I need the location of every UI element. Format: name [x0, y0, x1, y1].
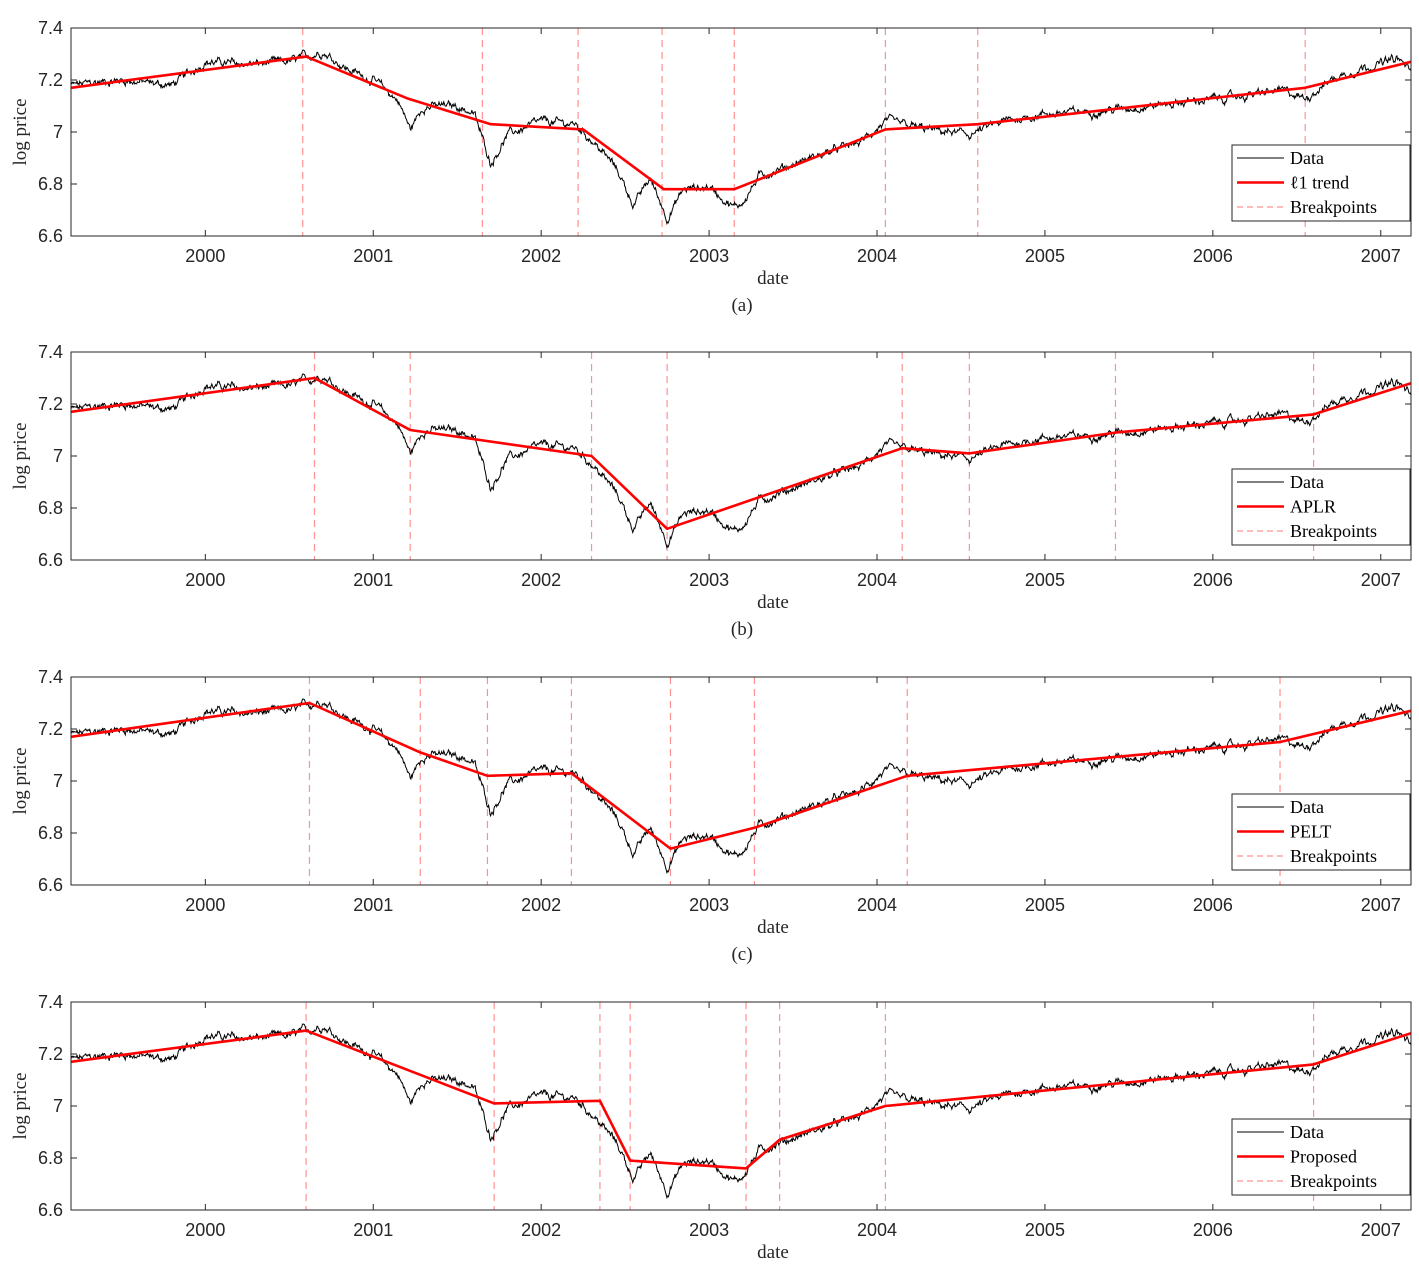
y-tick-label: 7.2: [38, 1044, 63, 1064]
x-tick-label: 2004: [857, 895, 897, 915]
y-tick-label: 7.2: [38, 719, 63, 739]
x-axis-label: date: [757, 1242, 789, 1263]
panel-caption: (c): [731, 944, 752, 965]
chart-panel-2: 2000 2001 2002 2003 2004 2005 2006 2007 6.6 6.8 7 7…: [10, 342, 1412, 640]
y-tick-label: 7: [53, 122, 63, 142]
legend: Data PELT Breakpoints: [1231, 793, 1411, 871]
legend-label-breakpoints: Breakpoints: [1290, 521, 1377, 541]
chart-panel-1: 2000 2001 2002 2003 2004 2005 2006 2007 6.6 6.8 7 7…: [10, 18, 1412, 316]
x-tick-label: 2000: [185, 246, 225, 266]
y-tick-label: 7: [53, 771, 63, 791]
legend-label-breakpoints: Breakpoints: [1290, 197, 1377, 217]
panel-caption: (b): [731, 619, 753, 640]
legend: Data ℓ1 trend Breakpoints: [1231, 144, 1411, 222]
x-tick-label: 2007: [1361, 1220, 1401, 1240]
y-tick-label: 6.8: [38, 1148, 63, 1168]
y-tick-label: 7.4: [38, 342, 63, 362]
y-tick-label: 7.4: [38, 667, 63, 687]
x-axis-label: date: [757, 592, 789, 613]
x-tick-label: 2000: [185, 570, 225, 590]
x-tick-label: 2001: [353, 246, 393, 266]
x-tick-label: 2007: [1361, 570, 1401, 590]
legend-label-fit: Proposed: [1290, 1147, 1357, 1167]
legend: Data APLR Breakpoints: [1231, 468, 1411, 546]
x-tick-label: 2002: [521, 895, 561, 915]
legend-label-breakpoints: Breakpoints: [1290, 1171, 1377, 1191]
y-tick-label: 6.8: [38, 498, 63, 518]
chart-panel-4: 2000 2001 2002 2003 2004 2005 2006 2007 6.6 6.8 7 7…: [10, 992, 1412, 1263]
x-tick-label: 2000: [185, 1220, 225, 1240]
x-tick-label: 2004: [857, 1220, 897, 1240]
x-tick-label: 2003: [689, 895, 729, 915]
x-tick-label: 2001: [353, 570, 393, 590]
legend-label-data: Data: [1290, 148, 1324, 168]
x-tick-label: 2003: [689, 570, 729, 590]
x-tick-label: 2005: [1025, 570, 1065, 590]
fit-series-line: [71, 701, 1411, 850]
x-tick-label: 2003: [689, 246, 729, 266]
panel-caption: (a): [731, 295, 752, 316]
y-tick-label: 6.6: [38, 1200, 63, 1220]
x-tick-label: 2001: [353, 895, 393, 915]
fit-series-line: [71, 1029, 1411, 1170]
x-tick-label: 2004: [857, 570, 897, 590]
y-tick-label: 7.4: [38, 18, 63, 38]
legend: Data Proposed Breakpoints: [1231, 1118, 1411, 1196]
x-tick-label: 2004: [857, 246, 897, 266]
data-series-line: [71, 698, 1411, 875]
y-axis-label: log price: [10, 98, 31, 165]
y-tick-label: 7.2: [38, 394, 63, 414]
y-tick-label: 7.4: [38, 992, 63, 1012]
x-tick-label: 2002: [521, 1220, 561, 1240]
y-tick-label: 7: [53, 1096, 63, 1116]
plot-area: [71, 677, 1411, 885]
y-axis-label: log price: [10, 422, 31, 489]
y-tick-label: 7.2: [38, 70, 63, 90]
x-tick-label: 2002: [521, 570, 561, 590]
x-tick-label: 2001: [353, 1220, 393, 1240]
x-tick-label: 2005: [1025, 895, 1065, 915]
data-series-line: [71, 49, 1411, 226]
plot-area: [71, 1002, 1411, 1210]
chart-panel-3: 2000 2001 2002 2003 2004 2005 2006 2007 6.6 6.8 7 7…: [10, 667, 1412, 965]
plot-area: [71, 28, 1411, 236]
x-tick-label: 2007: [1361, 895, 1401, 915]
legend-label-data: Data: [1290, 472, 1324, 492]
legend-label-data: Data: [1290, 1122, 1324, 1142]
data-series-line: [71, 1023, 1411, 1200]
x-tick-label: 2006: [1193, 895, 1233, 915]
x-tick-label: 2006: [1193, 570, 1233, 590]
y-tick-label: 6.6: [38, 875, 63, 895]
x-tick-label: 2006: [1193, 246, 1233, 266]
y-tick-label: 6.8: [38, 174, 63, 194]
y-axis-label: log price: [10, 1072, 31, 1139]
y-tick-label: 6.6: [38, 550, 63, 570]
y-tick-label: 6.8: [38, 823, 63, 843]
y-tick-label: 7: [53, 446, 63, 466]
y-axis-label: log price: [10, 747, 31, 814]
fit-series-line: [71, 376, 1411, 531]
x-tick-label: 2005: [1025, 246, 1065, 266]
legend-label-fit: PELT: [1290, 822, 1331, 842]
fit-series-line: [71, 55, 1411, 191]
x-tick-label: 2006: [1193, 1220, 1233, 1240]
legend-label-fit: ℓ1 trend: [1290, 173, 1349, 193]
x-tick-label: 2000: [185, 895, 225, 915]
x-axis-label: date: [757, 917, 789, 938]
x-tick-label: 2003: [689, 1220, 729, 1240]
y-tick-label: 6.6: [38, 226, 63, 246]
plot-area: [71, 352, 1411, 560]
legend-label-data: Data: [1290, 797, 1324, 817]
x-axis-label: date: [757, 268, 789, 289]
legend-label-fit: APLR: [1290, 497, 1336, 517]
legend-label-breakpoints: Breakpoints: [1290, 846, 1377, 866]
x-tick-label: 2002: [521, 246, 561, 266]
data-series-line: [71, 373, 1411, 550]
x-tick-label: 2005: [1025, 1220, 1065, 1240]
x-tick-label: 2007: [1361, 246, 1401, 266]
